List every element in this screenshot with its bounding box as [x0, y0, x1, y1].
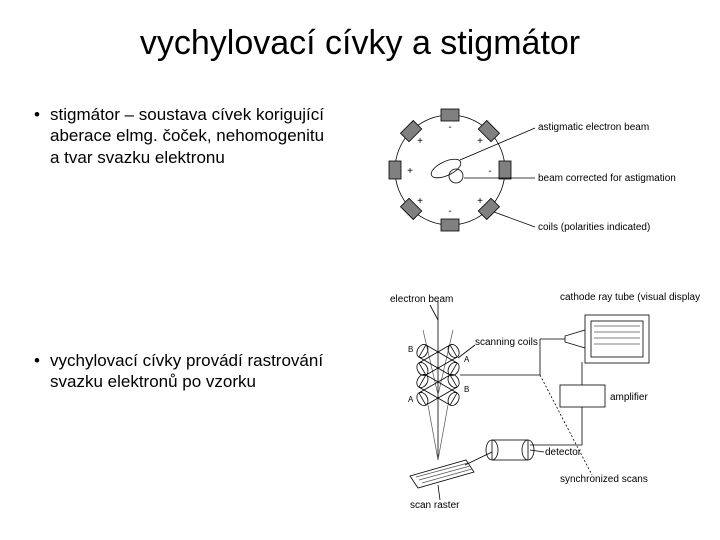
wire	[530, 407, 582, 445]
scanning-diagram: electron beam B A A B scanning coils	[360, 290, 700, 520]
polarity-label: +	[477, 136, 483, 147]
label-crt-1: cathode ray tube (visual display)	[560, 292, 700, 303]
coil-letter: A	[408, 395, 414, 404]
label-amplifier: amplifier	[610, 392, 648, 403]
label-sync: synchronized scans	[560, 474, 648, 485]
polarity-label: -	[448, 122, 451, 133]
bullet-1: • stigmátor – soustava cívek korigující …	[34, 104, 334, 168]
polarity-label: +	[417, 136, 423, 147]
coil-icon	[441, 109, 459, 121]
bullet-text: vychylovací cívky provádí rastrování sva…	[50, 350, 334, 393]
polarity-label: -	[448, 206, 451, 217]
stigmator-diagram: - + - + - + + +	[360, 80, 700, 260]
coil-icon	[499, 161, 511, 179]
label-corrected: beam corrected for astigmation	[538, 173, 676, 184]
corrected-beam-icon	[449, 169, 463, 183]
label-scan-raster: scan raster	[410, 500, 460, 511]
label-scanning-coils: scanning coils	[475, 337, 538, 348]
scan-raster	[410, 460, 474, 488]
polarity-label: +	[477, 196, 483, 207]
leader-line	[465, 452, 492, 465]
astigmatic-beam-icon	[429, 155, 464, 181]
leader-line	[540, 375, 592, 475]
coil-letter: B	[408, 345, 413, 354]
bullet-dot: •	[34, 350, 50, 393]
amplifier-box	[560, 385, 605, 407]
polarity-label: +	[407, 166, 413, 177]
coil-letter: A	[464, 355, 470, 364]
bullet-text: stigmátor – soustava cívek korigující ab…	[50, 104, 334, 168]
polarity-label: -	[488, 166, 491, 177]
coil-letter: B	[464, 385, 469, 394]
crt-icon	[560, 315, 649, 363]
page-title: vychylovací cívky a stigmátor	[0, 24, 720, 63]
leader-line	[438, 485, 440, 500]
coil-icon	[389, 161, 401, 179]
coil-icon	[441, 219, 459, 231]
label-coils: coils (polarities indicated)	[538, 222, 650, 233]
label-electron-beam: electron beam	[390, 294, 453, 305]
leader-line	[430, 305, 438, 320]
label-detector: detector	[545, 447, 582, 458]
bullet-dot: •	[34, 104, 50, 168]
label-astigmatic: astigmatic electron beam	[538, 122, 649, 133]
detector-icon	[486, 440, 534, 460]
leader-line	[494, 212, 535, 227]
bullet-2: • vychylovací cívky provádí rastrování s…	[34, 350, 334, 393]
polarity-label: +	[417, 196, 423, 207]
leader-line	[530, 450, 544, 452]
